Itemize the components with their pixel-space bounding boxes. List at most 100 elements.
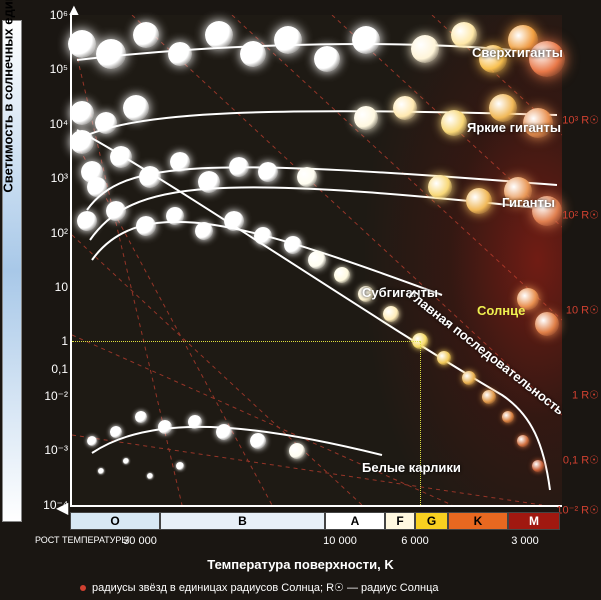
star	[258, 162, 278, 182]
plot-area: СверхгигантыЯркие гигантыГигантыСубгиган…	[70, 15, 562, 507]
star	[87, 177, 107, 197]
radius-legend: радиусы звёзд в единицах радиусов Солнца…	[80, 581, 439, 594]
y-tick-label: 10⁻⁴	[32, 498, 68, 512]
radius-label: 10 R☉	[566, 304, 599, 317]
sun-crosshair-vertical	[420, 341, 421, 505]
star	[502, 411, 514, 423]
star	[170, 152, 190, 172]
star	[135, 411, 147, 423]
star	[250, 433, 266, 449]
spectral-class-A: A	[325, 512, 385, 530]
star	[462, 371, 476, 385]
star	[441, 110, 467, 136]
radius-label: 10⁻² R☉	[556, 504, 599, 517]
y-tick-label: 10⁵	[32, 62, 68, 76]
star	[70, 101, 94, 125]
y-tick-label: 10⁶	[32, 8, 68, 22]
y-tick-label: 10	[32, 280, 68, 294]
temperature-growth-label: РОСТ ТЕМПЕРАТУРЫ	[35, 535, 129, 545]
star	[284, 236, 302, 254]
star	[532, 460, 544, 472]
spectral-class-M: M	[508, 512, 560, 530]
star	[229, 157, 249, 177]
star	[517, 435, 529, 447]
star	[334, 267, 350, 283]
sequence-label: Белые карлики	[362, 460, 461, 475]
star	[98, 468, 104, 474]
spectral-class-O: O	[70, 512, 160, 530]
y-tick-label: 0,1	[32, 362, 68, 376]
sequence-label: Сверхгиганты	[472, 45, 563, 60]
y-tick-label: 10³	[32, 171, 68, 185]
star	[106, 201, 126, 221]
sun-crosshair-horizontal	[72, 341, 420, 342]
star	[198, 171, 220, 193]
y-axis-label: Светимость в солнечных единицах	[1, 0, 16, 193]
star	[77, 211, 97, 231]
temperature-tick: 30 000	[123, 535, 157, 547]
y-tick-label: 10²	[32, 226, 68, 240]
star	[136, 216, 156, 236]
sun-label: Солнце	[477, 303, 525, 318]
radius-label: 10² R☉	[562, 209, 599, 222]
temperature-tick: 6 000	[401, 535, 429, 547]
star	[68, 30, 96, 58]
spectral-class-G: G	[415, 512, 448, 530]
star	[535, 312, 559, 336]
star	[95, 112, 117, 134]
star	[289, 443, 305, 459]
star	[411, 35, 439, 63]
star	[274, 26, 302, 54]
hr-diagram-container: Светимость в солнечных единицах ▲ ◀ Свер…	[0, 0, 601, 600]
star	[168, 42, 192, 66]
y-tick-label: 1	[32, 334, 68, 348]
legend-text: радиусы звёзд в единицах радиусов Солнца…	[92, 582, 439, 594]
star	[428, 175, 452, 199]
star	[205, 21, 233, 49]
star	[466, 188, 492, 214]
y-tick-label: 10⁻³	[32, 443, 68, 457]
star	[87, 436, 97, 446]
spectral-class-F: F	[385, 512, 415, 530]
star	[354, 106, 378, 130]
spectral-class-B: B	[160, 512, 325, 530]
star	[147, 473, 153, 479]
curve-whitedwarfs	[92, 427, 382, 455]
star	[314, 46, 340, 72]
star	[195, 222, 213, 240]
star	[451, 22, 477, 48]
star	[70, 130, 94, 154]
star	[96, 39, 126, 69]
star	[240, 41, 266, 67]
star	[110, 426, 122, 438]
x-axis-label: Температура поверхности, K	[207, 557, 393, 572]
spectral-class-K: K	[448, 512, 508, 530]
star	[383, 306, 399, 322]
legend-dot-icon	[80, 585, 86, 591]
star	[352, 26, 380, 54]
temperature-tick: 3 000	[511, 535, 539, 547]
star	[224, 211, 244, 231]
sequence-label: Гиганты	[502, 195, 555, 210]
radius-label: 0,1 R☉	[563, 454, 599, 467]
star	[308, 251, 326, 269]
y-tick-label: 10⁴	[32, 117, 68, 131]
y-tick-label: 10⁻²	[32, 389, 68, 403]
star	[133, 22, 159, 48]
star	[139, 166, 161, 188]
spectral-class-bar: OBAFGKM	[70, 512, 560, 530]
star	[393, 96, 417, 120]
star	[489, 94, 517, 122]
star	[176, 462, 184, 470]
star	[123, 458, 129, 464]
star	[216, 424, 232, 440]
star	[123, 95, 149, 121]
star	[158, 420, 172, 434]
star	[482, 390, 496, 404]
star	[297, 167, 317, 187]
star	[254, 227, 272, 245]
sequence-label: Яркие гиганты	[467, 120, 561, 135]
star	[110, 146, 132, 168]
radius-label: 10³ R☉	[562, 114, 599, 127]
radius-label: 1 R☉	[572, 389, 599, 402]
